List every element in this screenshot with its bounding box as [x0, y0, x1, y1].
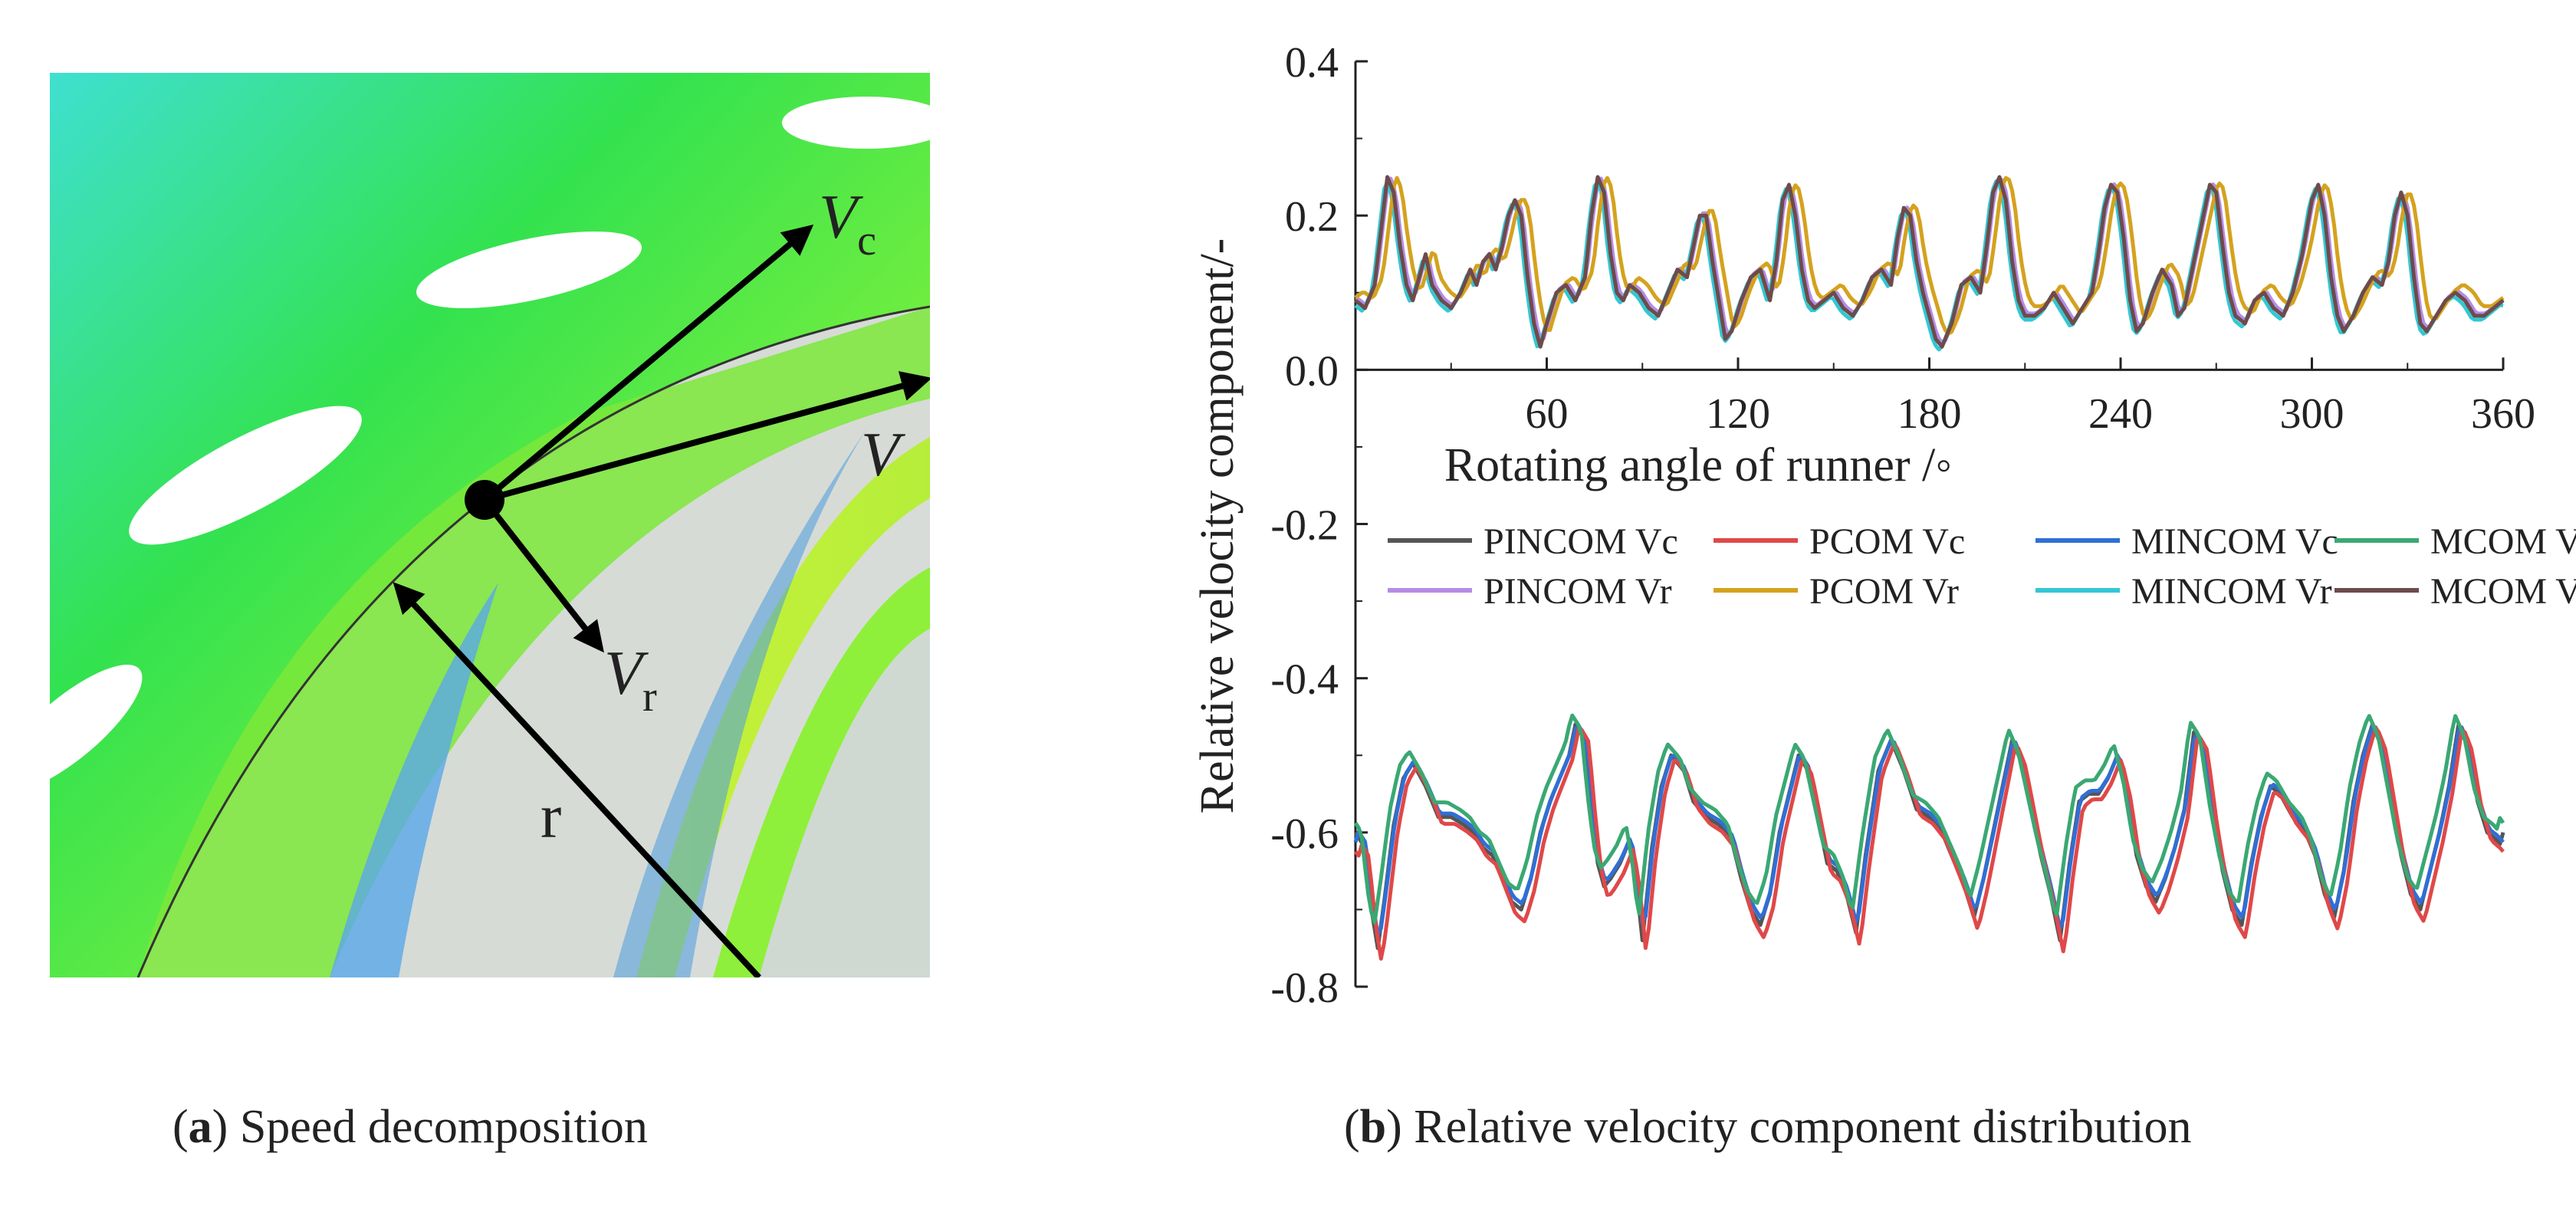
legend-label: PINCOM Vc	[1484, 521, 1678, 562]
blue-zone-right	[613, 429, 866, 977]
legend-label: PINCOM Vr	[1484, 571, 1672, 612]
y-tick-label: 0.4	[1285, 39, 1339, 87]
speed-decomposition-diagram	[50, 73, 930, 977]
velocity-chart: 0.4 0.2 0.0 -0.2 -0.4 -0.6 -0.8 60 120 180 240 300…	[1191, 39, 2576, 1012]
r-arrow	[393, 582, 761, 977]
y-tick-label: -0.8	[1270, 964, 1339, 1012]
vc-label: Vc	[819, 182, 876, 264]
runner-band	[138, 307, 930, 977]
legend: PINCOM Vc PCOM Vc MINCOM Vc MCOM Vc PINCOM V…	[1388, 521, 2576, 612]
stay-vane-4	[50, 665, 143, 792]
legend-label: PCOM Vc	[1809, 521, 1965, 562]
runner-boundary	[136, 305, 930, 977]
series-layer	[1353, 175, 2505, 961]
v-arrow	[483, 371, 930, 503]
x-axis-title: Rotating angle of runner /◦	[1444, 439, 1952, 491]
velocity-origin-point	[465, 480, 504, 520]
series-line-mcom-vc	[1353, 713, 2505, 925]
series-line-mincom-vc	[1353, 724, 2505, 937]
y-tick-label: -0.2	[1270, 502, 1339, 550]
legend-label: MCOM Vc	[2430, 521, 2576, 562]
x-tick-label: 120	[1706, 390, 1770, 438]
x-tick-label: 60	[1526, 390, 1569, 438]
vc-arrow	[482, 224, 814, 503]
blue-zone-left	[330, 583, 498, 977]
legend-label: MCOM Vr	[2430, 571, 2576, 612]
stay-vane-3	[129, 406, 362, 545]
x-tick-label: 240	[2088, 390, 2153, 438]
vr-arrow	[481, 498, 604, 653]
legend-label: MINCOM Vc	[2131, 521, 2338, 562]
runner-core	[759, 629, 930, 977]
caption-a: (a) Speed decomposition	[172, 1101, 648, 1153]
y-axis-title: Relative velocity component/-	[1191, 238, 1244, 814]
caption-b: (b) Relative velocity component distribu…	[1344, 1101, 2192, 1153]
stay-vane-2	[416, 231, 642, 309]
y-tick-label: -0.6	[1270, 810, 1339, 858]
series-line-mcom-vr	[1354, 175, 2505, 349]
x-axis-ticks: 60 120 180 240 300 360	[1450, 357, 2535, 438]
vr-label: Vr	[604, 638, 657, 721]
y-tick-label: 0.0	[1285, 347, 1339, 395]
r-label: r	[540, 781, 561, 851]
v-label: V	[861, 419, 905, 489]
x-tick-label: 180	[1898, 390, 1962, 438]
stay-vane-1	[782, 97, 930, 149]
y-axis-ticks: 0.4 0.2 0.0 -0.2 -0.4 -0.6 -0.8	[1270, 39, 1368, 1012]
x-tick-label: 360	[2471, 390, 2535, 438]
legend-label: PCOM Vr	[1809, 571, 1959, 612]
y-tick-label: -0.4	[1270, 656, 1339, 704]
legend-label: MINCOM Vr	[2131, 571, 2332, 612]
series-line-pcom-vc	[1354, 726, 2505, 961]
x-tick-label: 300	[2280, 390, 2344, 438]
y-tick-label: 0.2	[1285, 193, 1339, 241]
